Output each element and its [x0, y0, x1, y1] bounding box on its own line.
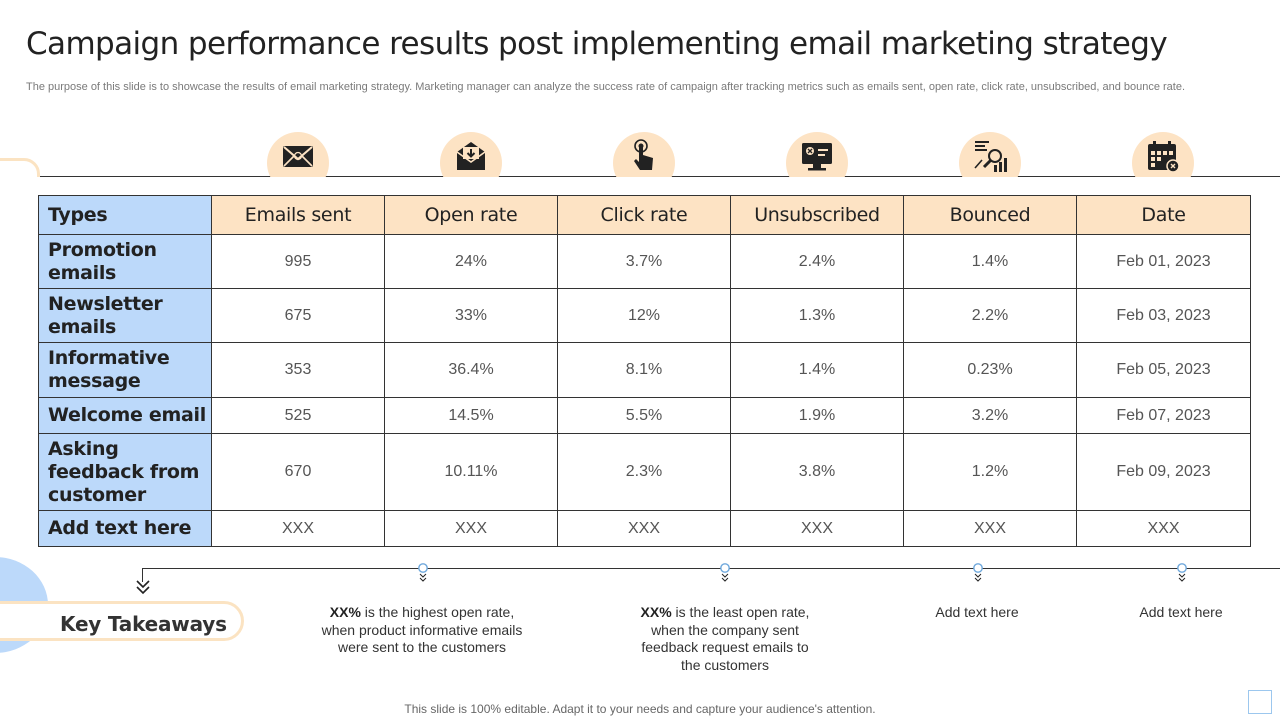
cell-open-rate: 10.11%	[384, 433, 558, 511]
corner-decoration	[1248, 690, 1272, 714]
cell-unsubscribed: XXX	[730, 510, 904, 547]
cell-date: Feb 05, 2023	[1076, 342, 1251, 398]
cell-click-rate: 5.5%	[557, 397, 731, 434]
cell-emails-sent: 670	[211, 433, 385, 511]
cell-click-rate: 2.3%	[557, 433, 731, 511]
cell-emails-sent: XXX	[211, 510, 385, 547]
table-row: Welcome email 525 14.5% 5.5% 1.9% 3.2% F…	[38, 397, 1251, 434]
cell-click-rate: 12%	[557, 288, 731, 343]
icon-baseline-mask	[0, 177, 1280, 195]
cell-bounced: 0.23%	[903, 342, 1077, 398]
cell-unsubscribed: 1.9%	[730, 397, 904, 434]
header-unsubscribed: Unsubscribed	[730, 195, 904, 235]
campaign-results-table: Types Emails sent Open rate Click rate U…	[38, 195, 1251, 547]
table-row: Informative message 353 36.4% 8.1% 1.4% …	[38, 342, 1251, 398]
cell-bounced: 3.2%	[903, 397, 1077, 434]
header-emails-sent: Emails sent	[211, 195, 385, 235]
cell-bounced: XXX	[903, 510, 1077, 547]
row-type: Newsletter emails	[38, 288, 212, 343]
row-type: Asking feedback from customer	[38, 433, 212, 511]
takeaway-text: Add text here	[935, 604, 1019, 620]
cell-date: XXX	[1076, 510, 1251, 547]
takeaway-marker-icon	[1177, 563, 1187, 582]
takeaway-highlight: XX%	[640, 604, 672, 620]
takeaway-item: XX% is the highest open rate, when produ…	[312, 604, 532, 657]
cell-date: Feb 03, 2023	[1076, 288, 1251, 343]
table-row: Newsletter emails 675 33% 12% 1.3% 2.2% …	[38, 288, 1251, 343]
table-row: Asking feedback from customer 670 10.11%…	[38, 433, 1251, 511]
cell-emails-sent: 995	[211, 234, 385, 289]
table-header-row: Types Emails sent Open rate Click rate U…	[38, 195, 1251, 235]
header-date: Date	[1076, 195, 1251, 235]
cell-emails-sent: 353	[211, 342, 385, 398]
key-takeaways-label: Key Takeaways	[60, 612, 227, 636]
cell-open-rate: 33%	[384, 288, 558, 343]
cell-emails-sent: 525	[211, 397, 385, 434]
cell-click-rate: 8.1%	[557, 342, 731, 398]
takeaway-item: XX% is the least open rate, when the com…	[630, 604, 820, 674]
cell-click-rate: XXX	[557, 510, 731, 547]
cell-open-rate: 36.4%	[384, 342, 558, 398]
page-subtitle: The purpose of this slide is to showcase…	[26, 81, 1186, 93]
page-title: Campaign performance results post implem…	[26, 26, 1168, 62]
takeaway-item: Add text here	[907, 604, 1047, 622]
row-type: Promotion emails	[38, 234, 212, 289]
takeaways-divider-line	[142, 568, 1280, 569]
header-bounced: Bounced	[903, 195, 1077, 235]
table-row: Promotion emails 995 24% 3.7% 2.4% 1.4% …	[38, 234, 1251, 289]
table-row: Add text here XXX XXX XXX XXX XXX XXX	[38, 510, 1251, 547]
row-type: Informative message	[38, 342, 212, 398]
header-types: Types	[38, 195, 212, 235]
takeaway-marker-icon	[973, 563, 983, 582]
takeaway-marker-icon	[418, 563, 428, 582]
cell-open-rate: 24%	[384, 234, 558, 289]
header-open-rate: Open rate	[384, 195, 558, 235]
takeaway-text: is the least open rate, when the company…	[641, 604, 810, 673]
cell-unsubscribed: 3.8%	[730, 433, 904, 511]
cell-date: Feb 09, 2023	[1076, 433, 1251, 511]
cell-date: Feb 01, 2023	[1076, 234, 1251, 289]
cell-unsubscribed: 1.4%	[730, 342, 904, 398]
cell-date: Feb 07, 2023	[1076, 397, 1251, 434]
takeaway-text: is the highest open rate, when product i…	[321, 604, 523, 655]
takeaway-marker-icon	[720, 563, 730, 582]
footer-note: This slide is 100% editable. Adapt it to…	[404, 702, 876, 716]
takeaway-item: Add text here	[1111, 604, 1251, 622]
cell-bounced: 1.2%	[903, 433, 1077, 511]
key-takeaways-pill	[0, 601, 244, 641]
cell-open-rate: XXX	[384, 510, 558, 547]
takeaway-text: Add text here	[1139, 604, 1223, 620]
cell-bounced: 2.2%	[903, 288, 1077, 343]
cell-unsubscribed: 2.4%	[730, 234, 904, 289]
cell-click-rate: 3.7%	[557, 234, 731, 289]
cell-unsubscribed: 1.3%	[730, 288, 904, 343]
chevron-down-icon	[136, 580, 150, 595]
cell-bounced: 1.4%	[903, 234, 1077, 289]
cell-emails-sent: 675	[211, 288, 385, 343]
cell-open-rate: 14.5%	[384, 397, 558, 434]
row-type: Add text here	[38, 510, 212, 547]
row-type: Welcome email	[38, 397, 212, 434]
takeaway-highlight: XX%	[329, 604, 361, 620]
takeaways-connector	[142, 568, 143, 582]
header-click-rate: Click rate	[557, 195, 731, 235]
